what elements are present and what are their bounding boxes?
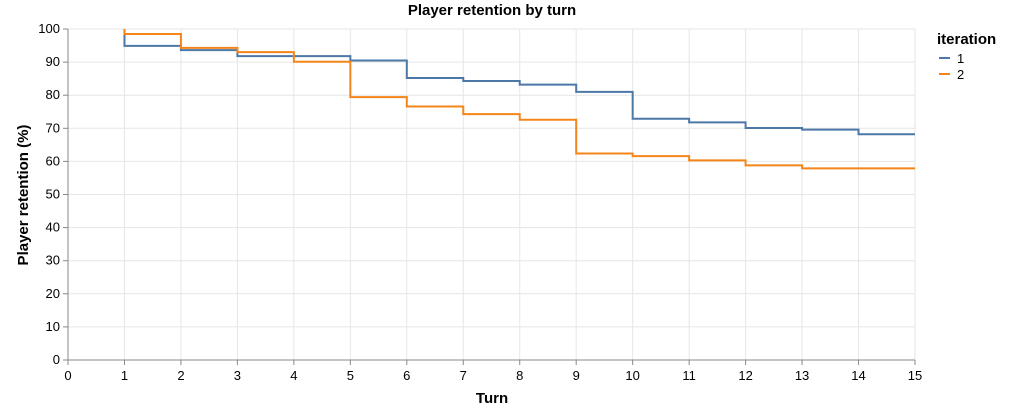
x-tick-label: 11 <box>682 368 696 383</box>
chart-title: Player retention by turn <box>408 2 576 19</box>
y-tick-label: 100 <box>38 21 60 36</box>
y-tick-label: 30 <box>46 253 60 268</box>
y-tick-label: 20 <box>46 286 60 301</box>
x-tick-label: 9 <box>573 368 580 383</box>
x-tick-label: 2 <box>177 368 184 383</box>
x-tick-label: 10 <box>625 368 639 383</box>
y-tick-label: 70 <box>46 120 60 135</box>
x-tick-label: 7 <box>460 368 467 383</box>
axes: 0 1 2 3 4 5 6 7 8 9 10 11 12 13 14 15010203040506070809… <box>38 21 922 383</box>
series-line-2 <box>123 29 915 170</box>
legend: iteration 12 <box>937 31 996 82</box>
x-tick-label: 15 <box>908 368 922 383</box>
x-tick-label: 13 <box>795 368 809 383</box>
y-axis-title: Player retention (%) <box>15 125 32 266</box>
x-tick-label: 6 <box>403 368 410 383</box>
x-tick-label: 14 <box>851 368 865 383</box>
x-tick-label: 8 <box>516 368 523 383</box>
x-axis-title: Turn <box>476 390 508 407</box>
legend-label-1: 1 <box>957 51 964 66</box>
x-tick-label: 1 <box>121 368 128 383</box>
y-tick-label: 0 <box>53 352 60 367</box>
y-tick-label: 50 <box>46 187 60 202</box>
x-tick-label: 5 <box>347 368 354 383</box>
y-tick-label: 90 <box>46 54 60 69</box>
grid <box>67 28 916 361</box>
x-tick-label: 3 <box>234 368 241 383</box>
y-tick-label: 80 <box>46 87 60 102</box>
y-tick-label: 40 <box>46 220 60 235</box>
x-tick-label: 12 <box>738 368 752 383</box>
y-tick-label: 60 <box>46 153 60 168</box>
x-tick-label: 0 <box>64 368 71 383</box>
y-tick-label: 10 <box>46 319 60 334</box>
legend-title: iteration <box>937 31 996 48</box>
legend-label-2: 2 <box>957 67 964 82</box>
series-lines <box>123 29 915 170</box>
x-tick-label: 4 <box>290 368 297 383</box>
